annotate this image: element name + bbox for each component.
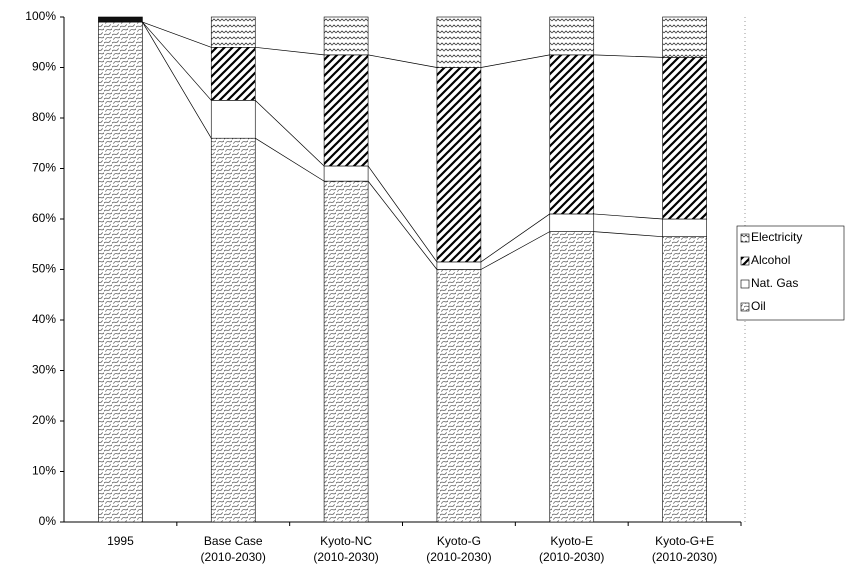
y-tick-label: 10% xyxy=(32,464,56,478)
bar-segment xyxy=(549,213,595,232)
legend-swatch xyxy=(740,279,750,289)
bar-segment xyxy=(210,137,256,523)
y-tick-label: 50% xyxy=(32,262,56,276)
bar-segment xyxy=(98,21,143,523)
x-tick-label: (2010-2030) xyxy=(201,550,266,564)
legend-swatch xyxy=(740,256,750,266)
bar-segment xyxy=(210,16,256,48)
bar-segment xyxy=(210,46,256,101)
bar-segment xyxy=(436,67,482,263)
bar-segment xyxy=(662,16,707,58)
bar-segment xyxy=(323,16,369,56)
legend-label: Nat. Gas xyxy=(751,276,798,290)
series-line xyxy=(142,21,212,139)
legend-label: Oil xyxy=(751,299,766,313)
x-tick-label: Kyoto-G+E xyxy=(655,534,714,548)
x-tick-label: (2010-2030) xyxy=(313,550,378,564)
bar-segment xyxy=(323,180,369,523)
bar-segment xyxy=(662,57,707,220)
x-tick-label: Kyoto-G xyxy=(437,534,481,548)
series-line xyxy=(593,54,663,58)
legend-swatch xyxy=(740,233,750,243)
bar-segment xyxy=(662,236,707,523)
series-line xyxy=(255,137,325,182)
y-tick-label: 40% xyxy=(32,312,56,326)
series-line xyxy=(480,213,550,263)
series-line xyxy=(368,54,437,68)
series-line xyxy=(142,21,212,101)
bar-segment xyxy=(436,261,482,270)
legend-swatch xyxy=(740,302,750,312)
series-line xyxy=(593,231,663,238)
legend-label: Alcohol xyxy=(751,253,790,267)
y-tick-label: 20% xyxy=(32,413,56,427)
series-line xyxy=(255,100,325,167)
y-tick-label: 0% xyxy=(39,514,57,528)
series-line xyxy=(255,46,325,56)
bar-segment xyxy=(323,54,369,167)
y-tick-label: 90% xyxy=(32,60,56,74)
legend-box xyxy=(736,225,845,321)
y-tick-label: 30% xyxy=(32,363,56,377)
bar-segment xyxy=(549,16,595,56)
x-tick-label: Kyoto-E xyxy=(550,534,593,548)
x-tick-label: (2010-2030) xyxy=(652,550,717,564)
bar-segment xyxy=(210,100,256,139)
bar-segment xyxy=(436,269,482,523)
series-line xyxy=(367,180,438,270)
x-tick-label: (2010-2030) xyxy=(426,550,491,564)
series-line xyxy=(480,54,550,68)
series-line xyxy=(142,21,212,48)
series-line xyxy=(367,165,438,263)
bar-segment xyxy=(549,231,595,523)
series-line xyxy=(480,231,550,270)
x-tick-label: 1995 xyxy=(107,534,134,548)
bar-segment xyxy=(549,54,595,215)
x-tick-label: (2010-2030) xyxy=(539,550,604,564)
y-tick-label: 80% xyxy=(32,110,56,124)
series-line xyxy=(593,213,663,220)
x-tick-label: Base Case xyxy=(204,534,263,548)
bar-segment xyxy=(662,218,707,237)
legend-label: Electricity xyxy=(751,230,802,244)
y-tick-label: 100% xyxy=(25,9,56,23)
bar-segment xyxy=(436,16,482,68)
bar-segment xyxy=(323,165,369,182)
bar-segment xyxy=(98,16,143,23)
x-tick-label: Kyoto-NC xyxy=(320,534,372,548)
y-tick-label: 70% xyxy=(32,161,56,175)
y-tick-label: 60% xyxy=(32,211,56,225)
